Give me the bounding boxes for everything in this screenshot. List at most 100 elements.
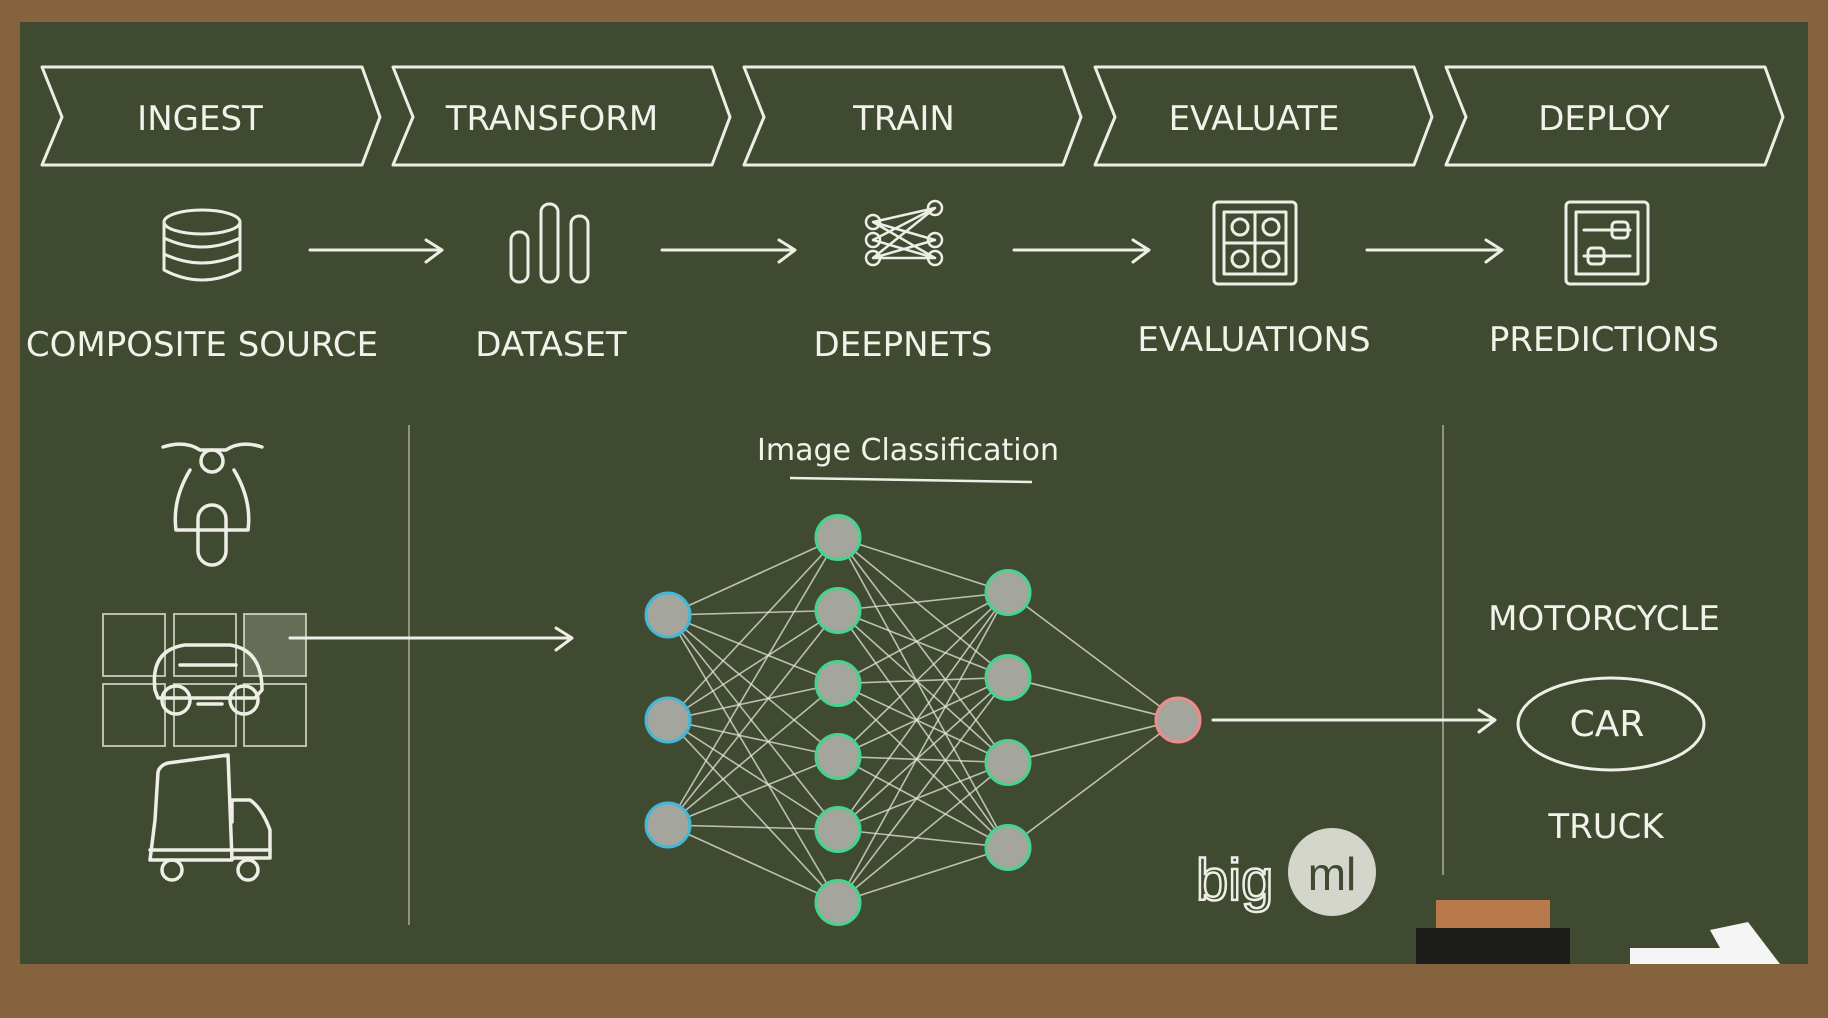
- output-label-motorcycle: MOTORCYCLE: [1488, 599, 1720, 639]
- network-edge: [1007, 719, 1179, 849]
- truck-icon: [148, 753, 272, 882]
- network-edge: [837, 755, 1009, 849]
- output-label-car: CAR: [1570, 704, 1645, 745]
- network-edge: [837, 537, 1009, 848]
- network-edge: [837, 592, 1009, 903]
- hidden-node: [814, 806, 862, 853]
- grid-icon: [1212, 200, 1298, 286]
- network-edge: [837, 536, 1009, 594]
- board-ledge: [0, 964, 1828, 1018]
- hidden-node: [814, 514, 862, 561]
- network-edge: [1007, 591, 1179, 721]
- network-edge: [837, 828, 1009, 849]
- network-edge: [667, 536, 839, 616]
- resource-label-predictions: PREDICTIONS: [1489, 320, 1719, 360]
- network-edge: [837, 609, 1009, 764]
- network-edge: [667, 719, 839, 904]
- network-edge: [667, 614, 839, 830]
- pipeline-arrow-4: [1365, 238, 1504, 264]
- stage-label-ingest: INGEST: [137, 99, 263, 139]
- database-icon: [162, 208, 242, 282]
- hidden-node: [814, 879, 862, 926]
- hidden-node: [814, 733, 862, 780]
- input-node: [644, 696, 692, 744]
- resource-label-evaluations: EVALUATIONS: [1137, 320, 1370, 360]
- network-edge: [837, 755, 1009, 764]
- diagram-title: Image Classification: [757, 433, 1059, 468]
- network-edge: [837, 676, 1009, 685]
- network-edge: [667, 536, 839, 721]
- network-edge: [667, 609, 839, 721]
- hidden-node: [984, 739, 1032, 786]
- hidden-node: [984, 569, 1032, 616]
- network-edge: [837, 591, 1009, 685]
- network-edge: [837, 591, 1009, 612]
- network-edge: [1007, 676, 1179, 721]
- network-edge: [837, 676, 1009, 831]
- input-node: [644, 591, 692, 639]
- network-edge: [667, 824, 839, 831]
- chalk-stick: [1630, 922, 1780, 964]
- bar-chart-icon: [509, 202, 590, 284]
- stage-label-train: TRAIN: [852, 99, 955, 139]
- input-arrow: [288, 626, 574, 652]
- eraser-body: [1416, 928, 1570, 964]
- resource-label-deepnets: DEEPNETS: [814, 325, 993, 365]
- network-edge: [667, 682, 839, 826]
- stage-label-deploy: DEPLOY: [1538, 99, 1670, 139]
- network-edge: [667, 824, 839, 904]
- network-edge: [837, 591, 1009, 758]
- pipeline-arrow-3: [1012, 238, 1151, 264]
- stage-banner-train: TRAIN: [742, 65, 1083, 167]
- network-edge: [667, 614, 839, 685]
- network-icon: [864, 199, 944, 267]
- network-edge: [837, 536, 1009, 679]
- network-edge: [837, 682, 1009, 764]
- logo-text-big: big: [1196, 848, 1273, 913]
- stage-banner-transform: TRANSFORM: [391, 65, 732, 167]
- resource-label-dataset: DATASET: [475, 325, 627, 365]
- stage-banner-evaluate: EVALUATE: [1093, 65, 1434, 167]
- network-edge: [837, 761, 1009, 904]
- network-edges: [667, 536, 1179, 904]
- eraser-felt: [1436, 900, 1550, 930]
- hidden-node: [814, 587, 862, 634]
- bigml-logo: big ml: [1195, 828, 1376, 916]
- input-node: [644, 801, 692, 849]
- output-arrow: [1211, 708, 1497, 734]
- network-edge: [667, 537, 839, 826]
- network-edge: [837, 609, 1009, 679]
- network-edge: [667, 614, 839, 903]
- network-edge: [667, 719, 839, 758]
- diagram-title-underline: [789, 476, 1033, 484]
- car-icon: [152, 643, 264, 716]
- network-edge: [837, 677, 1009, 903]
- motorcycle-icon: [161, 442, 264, 567]
- network-edge: [837, 676, 1009, 758]
- board-surface: [20, 22, 1808, 964]
- selected-class-ring: [1516, 676, 1706, 772]
- stage-banner-ingest: INGEST: [40, 65, 382, 167]
- network-edge: [667, 609, 839, 616]
- network-edge: [837, 846, 1009, 904]
- hidden-node: [814, 660, 862, 707]
- hidden-node: [984, 654, 1032, 701]
- stage-banner-deploy: DEPLOY: [1444, 65, 1785, 167]
- output-node: [1154, 696, 1202, 744]
- network-edge: [837, 592, 1009, 830]
- stage-label-transform: TRANSFORM: [445, 99, 659, 139]
- output-label-truck: TRUCK: [1547, 807, 1665, 847]
- network-edge: [837, 682, 1009, 849]
- hidden-node: [984, 824, 1032, 871]
- network-nodes: [644, 514, 1202, 926]
- network-edge: [837, 761, 1009, 831]
- resource-label-composite-source: COMPOSITE SOURCE: [26, 325, 378, 365]
- car-image-grid: [102, 613, 307, 747]
- network-edge: [837, 610, 1009, 848]
- pipeline-arrows: [308, 238, 1504, 264]
- network-edge: [667, 719, 839, 831]
- pipeline-arrow-2: [660, 238, 797, 264]
- network-edge: [1007, 719, 1179, 764]
- network-edge: [667, 755, 839, 826]
